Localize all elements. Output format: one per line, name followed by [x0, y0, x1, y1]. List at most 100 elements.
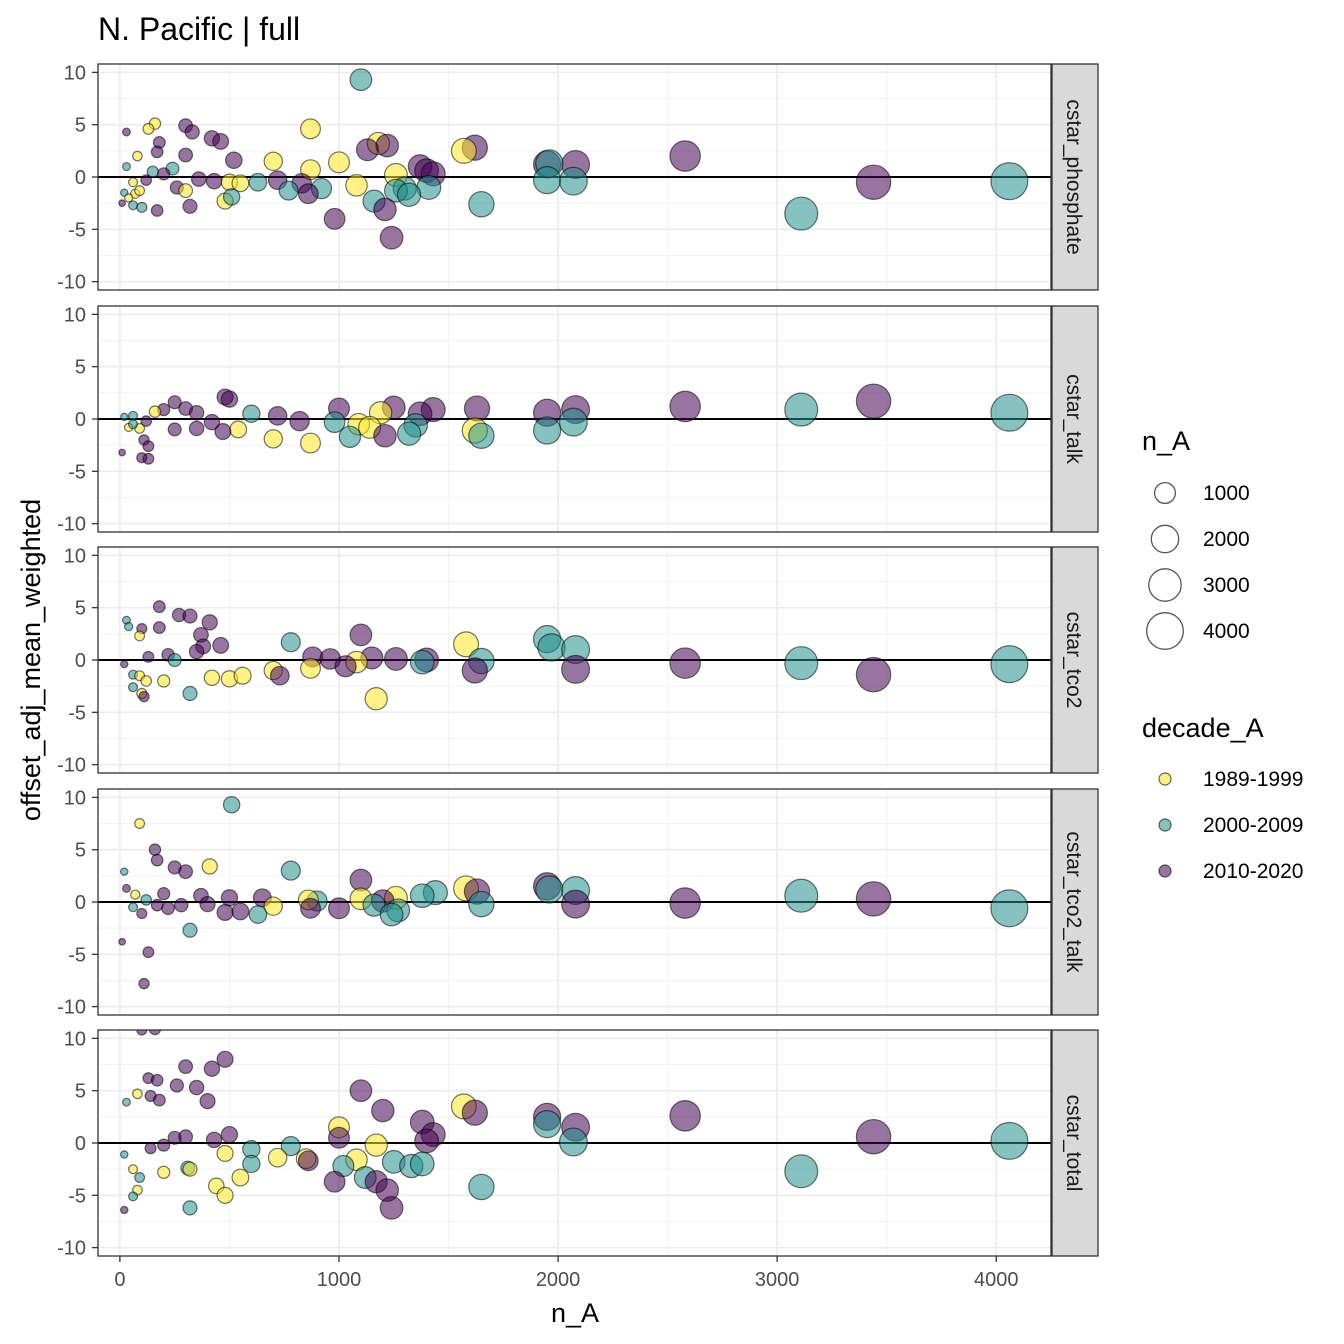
y-tick-label: -5 [68, 702, 86, 724]
data-point [561, 654, 591, 684]
y-tick-label: -10 [57, 997, 86, 1019]
data-point [161, 901, 175, 916]
data-point [199, 895, 216, 913]
facet-strip [1051, 305, 1099, 533]
data-point [199, 1093, 216, 1110]
data-point [148, 843, 162, 856]
data-point [248, 172, 268, 192]
data-point [355, 138, 379, 162]
data-point [535, 875, 564, 904]
data-point [150, 1073, 164, 1087]
data-point [216, 1186, 234, 1204]
facet-strip [1051, 63, 1099, 291]
color-legend-symbol [1158, 864, 1172, 878]
facet-strip [1051, 1029, 1099, 1257]
data-point [142, 440, 155, 453]
y-axis: -10 -5 0 5 10 [57, 1028, 98, 1260]
data-point [364, 1133, 388, 1157]
data-point [122, 883, 131, 893]
y-tick-label: -10 [57, 1238, 86, 1260]
data-point [134, 185, 146, 197]
data-point [561, 889, 591, 919]
data-point [280, 632, 301, 653]
data-point [169, 1078, 185, 1093]
data-point [128, 410, 139, 421]
data-point [323, 207, 346, 230]
data-point [396, 182, 422, 207]
y-tick-label: -5 [68, 219, 86, 241]
data-point [267, 1147, 288, 1168]
data-point [184, 124, 200, 140]
data-point [233, 666, 252, 685]
data-point [148, 1030, 162, 1036]
data-point [855, 881, 892, 917]
data-point [144, 1142, 157, 1155]
data-point [178, 147, 194, 163]
data-point [134, 630, 146, 642]
y-tick-label: 5 [75, 1081, 86, 1103]
data-point [220, 390, 239, 408]
data-point [855, 656, 892, 693]
data-point [300, 432, 321, 454]
data-point [120, 1205, 129, 1215]
data-point [468, 190, 495, 218]
y-tick-label: 5 [75, 840, 86, 862]
data-point [150, 853, 164, 867]
data-point [157, 1138, 171, 1152]
data-point [216, 1144, 234, 1163]
data-point [123, 621, 134, 632]
panel-cstar_tco2: -10 -5 0 5 10 cstar_tco2 [57, 545, 1099, 777]
data-point [122, 1097, 131, 1107]
y-axis: -10 -5 0 5 10 [57, 545, 98, 777]
x-tick-label: 1000 [317, 1269, 362, 1291]
data-point [123, 193, 134, 203]
data-point [373, 197, 397, 222]
data-point [327, 897, 350, 920]
data-point [142, 452, 155, 465]
color-legend-label: 2010-2020 [1203, 860, 1303, 883]
y-tick-label: 0 [75, 409, 86, 431]
data-point [242, 404, 261, 423]
y-tick-label: 5 [75, 115, 86, 137]
data-point [132, 1088, 143, 1100]
data-point [990, 889, 1029, 928]
data-point [990, 1121, 1029, 1160]
data-point [178, 183, 194, 199]
data-point [220, 1125, 239, 1144]
y-axis: -10 -5 0 5 10 [57, 62, 98, 294]
facet-strip-label: cstar_total [1062, 1095, 1085, 1192]
facet-strip-label: cstar_tco2_talk [1062, 831, 1085, 973]
data-point [297, 183, 319, 205]
data-point [280, 860, 301, 881]
data-point [558, 1127, 588, 1157]
data-point [468, 422, 495, 449]
chart-title: N. Pacific | full [98, 11, 300, 47]
data-point [349, 68, 373, 92]
data-point [364, 687, 388, 711]
data-point [379, 225, 404, 250]
y-axis-title: offset_adj_mean_weighted [16, 499, 46, 821]
data-point [414, 1128, 440, 1154]
data-point [300, 897, 321, 919]
data-point [784, 1154, 819, 1189]
y-tick-label: 5 [75, 357, 86, 379]
facet-strip-label: cstar_tco2 [1062, 612, 1085, 709]
data-point [188, 1079, 205, 1096]
data-point [178, 1129, 194, 1145]
data-point [289, 410, 310, 432]
data-point [212, 132, 230, 150]
y-tick-label: 10 [64, 545, 86, 567]
size-legend-symbol [1146, 612, 1184, 650]
data-point [248, 905, 268, 924]
color-legend-symbol [1158, 818, 1172, 832]
data-point [220, 889, 239, 907]
data-point [338, 425, 362, 448]
data-point [327, 1126, 350, 1149]
data-point [118, 448, 126, 457]
data-point [263, 429, 283, 449]
data-point [150, 898, 164, 912]
data-point [216, 1050, 234, 1068]
size-legend-symbol [1148, 568, 1182, 602]
data-point [120, 412, 129, 422]
data-point [327, 151, 350, 174]
